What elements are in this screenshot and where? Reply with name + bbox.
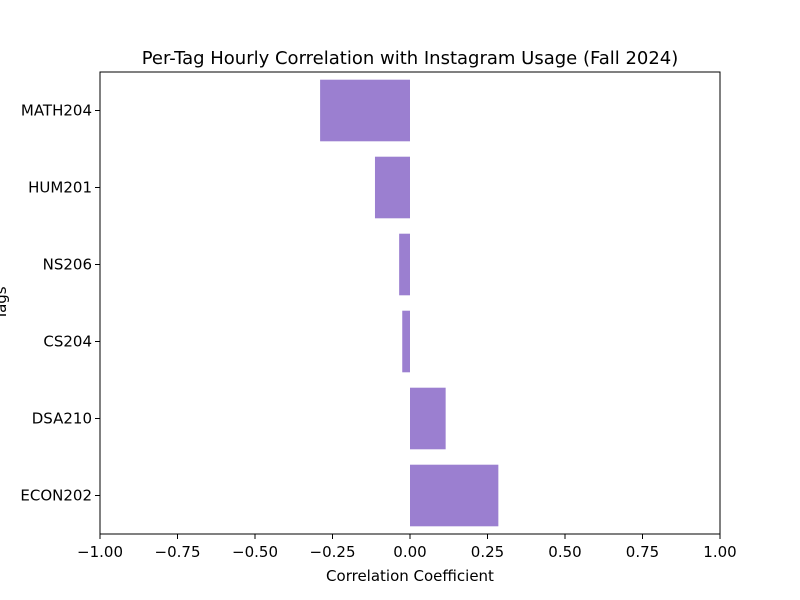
x-tick-label: −1.00 xyxy=(77,543,123,561)
x-tick-label: −0.50 xyxy=(232,543,278,561)
bar-cs204 xyxy=(402,310,410,373)
x-axis: −1.00 −0.75 −0.50 −0.25 0.00 0.25 0.50 0.75 1.00 xyxy=(77,534,737,561)
x-tick-label: 0.75 xyxy=(626,543,659,561)
y-axis-label: Tags xyxy=(0,286,10,320)
y-tick-label: NS206 xyxy=(43,256,92,274)
x-tick-label: 1.00 xyxy=(703,543,736,561)
y-tick-label: MATH204 xyxy=(21,102,92,120)
chart-title: Per-Tag Hourly Correlation with Instagra… xyxy=(142,48,679,69)
bar-dsa210 xyxy=(410,387,446,450)
x-tick-label: 0.25 xyxy=(471,543,504,561)
x-axis-label: Correlation Coefficient xyxy=(326,567,494,585)
y-tick-label: CS204 xyxy=(43,333,92,351)
x-tick-label: 0.00 xyxy=(393,543,426,561)
y-tick-label: DSA210 xyxy=(32,410,92,428)
x-tick-label: 0.50 xyxy=(548,543,581,561)
x-tick-label: −0.25 xyxy=(310,543,356,561)
y-tick-label: ECON202 xyxy=(20,487,92,505)
bar-math204 xyxy=(320,79,410,142)
bar-econ202 xyxy=(410,464,499,527)
x-tick-label: −0.75 xyxy=(155,543,201,561)
y-tick-label: HUM201 xyxy=(28,179,92,197)
bars-group xyxy=(320,79,499,527)
y-axis: MATH204 HUM201 NS206 CS204 DSA210 ECON202 xyxy=(20,102,100,505)
bar-ns206 xyxy=(399,233,410,296)
bar-hum201 xyxy=(374,156,410,219)
